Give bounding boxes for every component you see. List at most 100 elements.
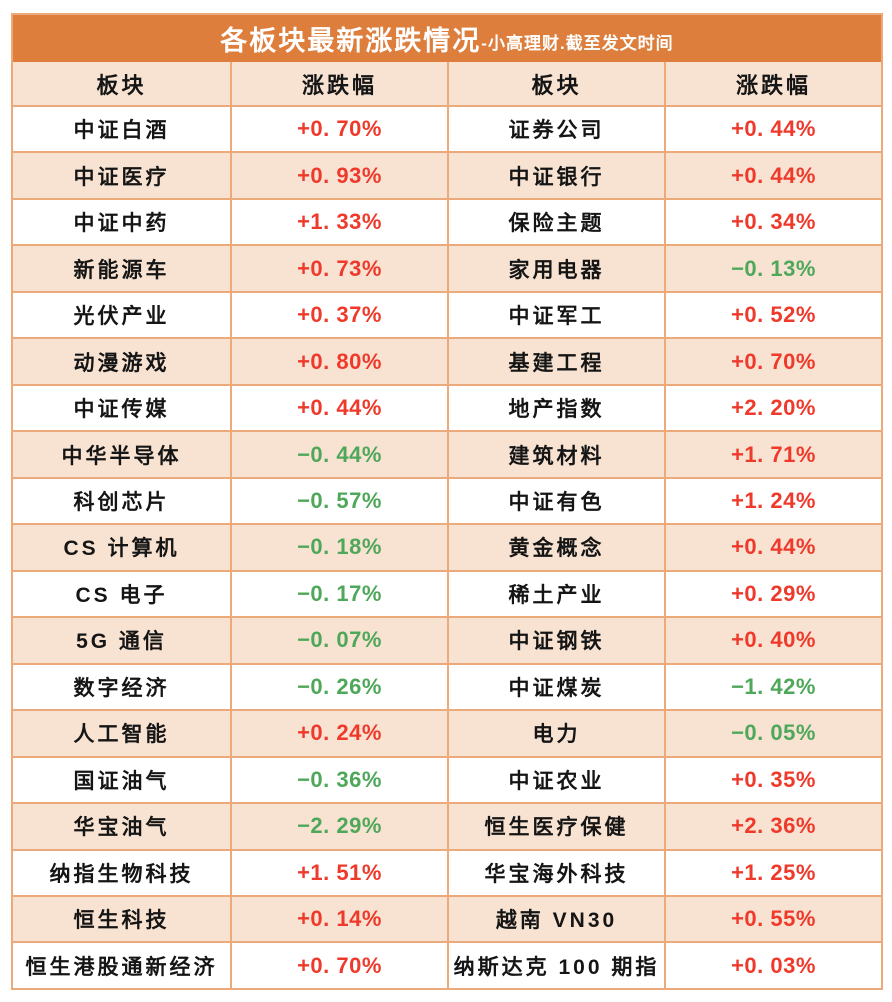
table-title-bar: 各板块最新涨跌情况 -小高理财.截至发文时间: [13, 15, 881, 62]
change-cell: +0. 52%: [664, 292, 881, 338]
change-cell: +0. 80%: [230, 339, 447, 384]
table-row: 中证中药 +1. 33% 保险主题 +0. 34%: [13, 197, 881, 245]
change-cell: −0. 17%: [230, 571, 447, 617]
change-cell: +0. 70%: [230, 943, 447, 988]
change-cell: +0. 93%: [230, 153, 447, 198]
table-row: 新能源车 +0. 73% 家用电器 −0. 13%: [13, 244, 881, 291]
sector-cell: 建筑材料: [447, 432, 664, 477]
sector-cell: 科创芯片: [73, 490, 170, 514]
table-row: 科创芯片 −0. 57% 中证有色 +1. 24%: [13, 476, 881, 524]
sector-cell: 中证有色: [447, 478, 664, 524]
table-row: 5G 通信 −0. 07% 中证钢铁 +0. 40%: [13, 616, 881, 663]
table-row: 数字经济 −0. 26% 中证煤炭 −1. 42%: [13, 662, 881, 710]
change-cell: +0. 44%: [664, 525, 881, 570]
sector-cell: 恒生医疗保健: [447, 804, 664, 849]
change-cell: +0. 44%: [664, 107, 881, 152]
change-cell: +1. 71%: [664, 432, 881, 477]
change-cell: +0. 70%: [230, 107, 447, 152]
sector-cell: 中证中药: [73, 212, 170, 236]
change-cell: +0. 44%: [230, 385, 447, 431]
table-row: 国证油气 −0. 36% 中证农业 +0. 35%: [13, 755, 881, 803]
change-cell: +0. 35%: [664, 757, 881, 803]
table-row: 动漫游戏 +0. 80% 基建工程 +0. 70%: [13, 337, 881, 384]
sector-cell: 华宝油气: [73, 816, 170, 840]
table-row: 光伏产业 +0. 37% 中证军工 +0. 52%: [13, 290, 881, 338]
change-cell: +1. 25%: [664, 850, 881, 895]
table-title: 各板块最新涨跌情况: [220, 26, 482, 56]
change-cell: −0. 13%: [664, 246, 881, 291]
change-cell: +0. 03%: [664, 943, 881, 988]
change-cell: +0. 29%: [664, 571, 881, 617]
change-cell: −1. 42%: [664, 664, 881, 710]
change-cell: +1. 24%: [664, 478, 881, 524]
column-header-sector-left: 板块: [96, 72, 147, 98]
sector-cell: 光伏产业: [73, 305, 170, 329]
table-row: 中证传媒 +0. 44% 地产指数 +2. 20%: [13, 383, 881, 431]
column-header-sector-right: 板块: [447, 62, 664, 105]
change-cell: +0. 44%: [664, 153, 881, 198]
table-row: CS 计算机 −0. 18% 黄金概念 +0. 44%: [13, 523, 881, 570]
sector-cell: 5G 通信: [76, 630, 167, 654]
change-cell: −0. 26%: [230, 664, 447, 710]
sector-cell: 华宝海外科技: [447, 850, 664, 895]
sector-cell: 证券公司: [447, 107, 664, 152]
sector-cell: 中证医疗: [73, 165, 170, 189]
sector-cell: 中证农业: [447, 757, 664, 803]
sector-cell: 纳斯达克 100 期指: [447, 943, 664, 988]
column-header-change-left: 涨跌幅: [230, 62, 447, 105]
sector-cell: 数字经济: [73, 676, 170, 700]
sector-cell: 中证银行: [447, 153, 664, 198]
change-cell: −0. 57%: [230, 478, 447, 524]
table-row: 纳指生物科技 +1. 51% 华宝海外科技 +1. 25%: [13, 848, 881, 895]
sector-cell: 家用电器: [447, 246, 664, 291]
sector-cell: 中证白酒: [73, 119, 170, 143]
change-cell: +0. 14%: [230, 896, 447, 942]
sector-cell: 黄金概念: [447, 525, 664, 570]
change-cell: −0. 36%: [230, 757, 447, 803]
change-cell: −2. 29%: [230, 804, 447, 849]
change-cell: −0. 18%: [230, 525, 447, 570]
column-header-change-right: 涨跌幅: [664, 62, 881, 105]
sector-cell: 电力: [447, 711, 664, 756]
sector-cell: 新能源车: [73, 258, 170, 282]
table-row: 恒生港股通新经济 +0. 70% 纳斯达克 100 期指 +0. 03%: [13, 941, 881, 988]
change-cell: +0. 73%: [230, 246, 447, 291]
sector-cell: 恒生科技: [73, 909, 170, 933]
change-cell: +0. 34%: [664, 199, 881, 245]
table-subtitle: -小高理财.截至发文时间: [481, 33, 674, 53]
sector-cell: 纳指生物科技: [49, 862, 194, 886]
change-cell: +0. 40%: [664, 618, 881, 663]
change-cell: −0. 44%: [230, 432, 447, 477]
table-row: 人工智能 +0. 24% 电力 −0. 05%: [13, 709, 881, 756]
table-row: CS 电子 −0. 17% 稀土产业 +0. 29%: [13, 569, 881, 617]
sector-cell: 越南 VN30: [447, 896, 664, 942]
sector-cell: 中华半导体: [61, 444, 182, 468]
sector-cell: 地产指数: [447, 385, 664, 431]
table-row: 中证白酒 +0. 70% 证券公司 +0. 44%: [13, 105, 881, 152]
change-cell: −0. 05%: [664, 711, 881, 756]
sector-performance-table: 各板块最新涨跌情况 -小高理财.截至发文时间 板块 涨跌幅 板块 涨跌幅 中证白酒…: [11, 13, 883, 990]
sector-cell: CS 电子: [75, 583, 168, 607]
change-cell: +0. 24%: [230, 711, 447, 756]
sector-cell: 保险主题: [447, 199, 664, 245]
change-cell: +2. 36%: [664, 804, 881, 849]
sector-cell: 国证油气: [73, 769, 170, 793]
sector-cell: 恒生港股通新经济: [25, 955, 218, 979]
sector-cell: 稀土产业: [447, 571, 664, 617]
table-row: 中证医疗 +0. 93% 中证银行 +0. 44%: [13, 151, 881, 198]
table-row: 中华半导体 −0. 44% 建筑材料 +1. 71%: [13, 430, 881, 477]
change-cell: +0. 55%: [664, 896, 881, 942]
change-cell: −0. 07%: [230, 618, 447, 663]
change-cell: +0. 70%: [664, 339, 881, 384]
sector-cell: 中证钢铁: [447, 618, 664, 663]
table-body: 中证白酒 +0. 70% 证券公司 +0. 44% 中证医疗 +0. 93% 中证银行 +0.…: [13, 105, 881, 988]
sector-cell: 中证煤炭: [447, 664, 664, 710]
sector-cell: 人工智能: [73, 723, 170, 747]
column-header-row: 板块 涨跌幅 板块 涨跌幅: [13, 62, 881, 105]
change-cell: +1. 33%: [230, 199, 447, 245]
sector-cell: 动漫游戏: [73, 351, 170, 375]
sector-cell: 中证传媒: [73, 398, 170, 422]
sector-cell: CS 计算机: [63, 537, 180, 561]
table-row: 华宝油气 −2. 29% 恒生医疗保健 +2. 36%: [13, 802, 881, 849]
change-cell: +2. 20%: [664, 385, 881, 431]
